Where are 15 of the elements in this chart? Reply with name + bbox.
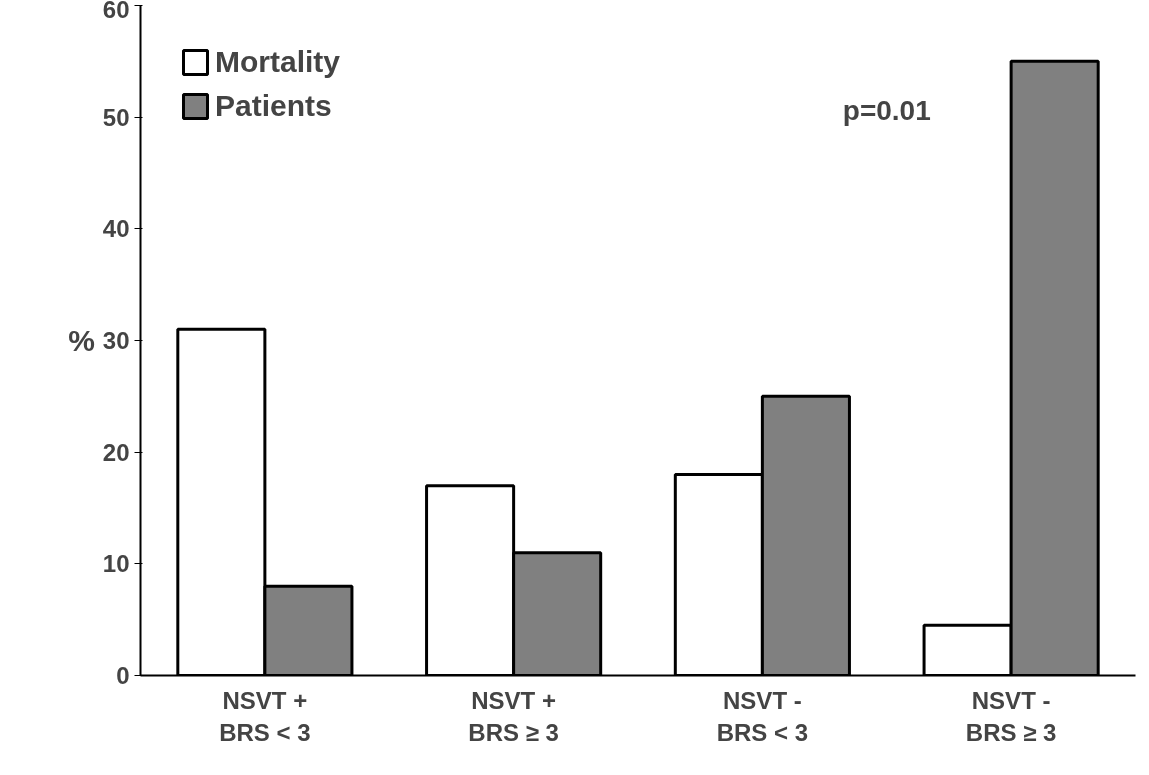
y-tick-label: 60 — [102, 0, 130, 23]
y-tick-label: 0 — [116, 662, 130, 689]
legend-label: Mortality — [215, 45, 341, 79]
annotation: p=0.01 — [842, 95, 931, 127]
y-tick-label: 50 — [102, 103, 130, 131]
y-tick-label: 30 — [102, 327, 130, 354]
x-tick-label: NSVT + BRS < 3 — [219, 686, 311, 746]
y-axis-title: % — [68, 324, 95, 357]
x-tick-label: NSVT + BRS ≥ 3 — [468, 686, 559, 746]
x-tick-label: NSVT - BRS < 3 — [716, 686, 809, 746]
x-tick-label: NSVT - BRS ≥ 3 — [965, 686, 1057, 746]
y-tick-label: 20 — [102, 438, 130, 466]
y-tick-label: 40 — [102, 215, 130, 243]
y-tick-label: 10 — [102, 550, 130, 578]
legend-label: Patients — [215, 89, 332, 123]
